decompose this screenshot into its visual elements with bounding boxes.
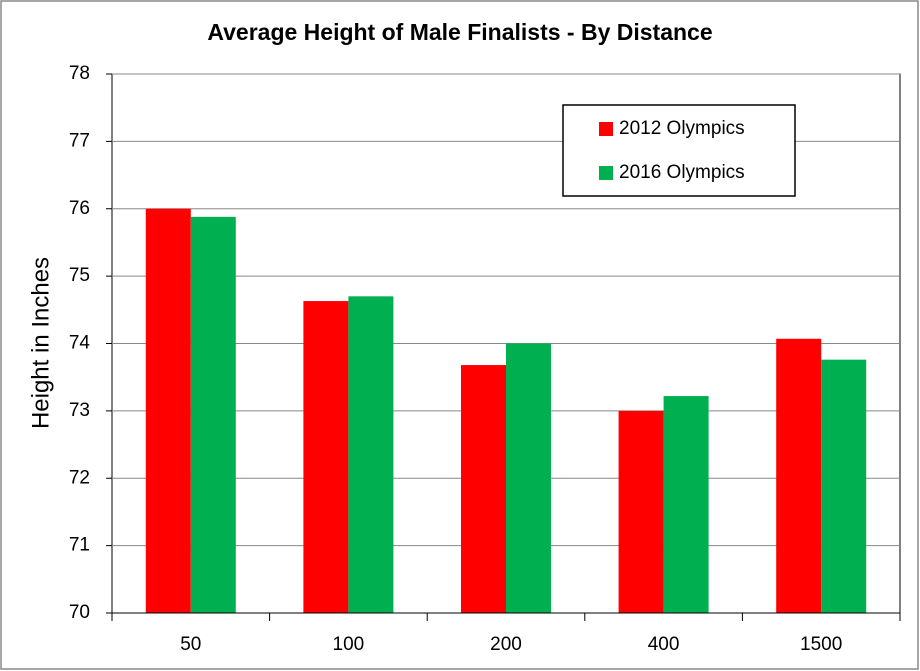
legend-swatch [599,122,613,136]
bar [145,208,191,613]
x-tick-label: 1500 [800,634,842,655]
bar [618,410,664,613]
bar [348,296,394,613]
x-tick-label: 100 [333,634,365,655]
bar [303,301,349,613]
y-tick-label: 75 [69,265,90,286]
bar [461,365,506,613]
y-tick-label: 76 [69,198,90,219]
bar [821,359,867,613]
y-tick-label: 74 [69,333,91,354]
bar [663,396,709,613]
legend-label: 2016 Olympics [619,162,745,183]
x-tick-label: 50 [180,634,201,655]
legend-swatch [599,166,613,180]
y-axis-title: Height in Inches [27,257,54,429]
bar [776,338,822,613]
chart-title: Average Height of Male Finalists - By Di… [207,19,712,45]
legend-box [562,104,796,197]
bar [190,216,236,613]
x-tick-label: 200 [490,634,522,655]
y-tick-label: 77 [69,130,90,151]
y-tick-label: 73 [69,400,90,421]
bar [506,343,551,613]
legend-label: 2012 Olympics [619,118,745,139]
y-tick-label: 71 [69,535,90,556]
y-tick-label: 70 [69,602,90,623]
y-tick-label: 78 [69,63,90,84]
y-tick-label: 72 [69,467,90,488]
x-tick-label: 400 [648,634,680,655]
